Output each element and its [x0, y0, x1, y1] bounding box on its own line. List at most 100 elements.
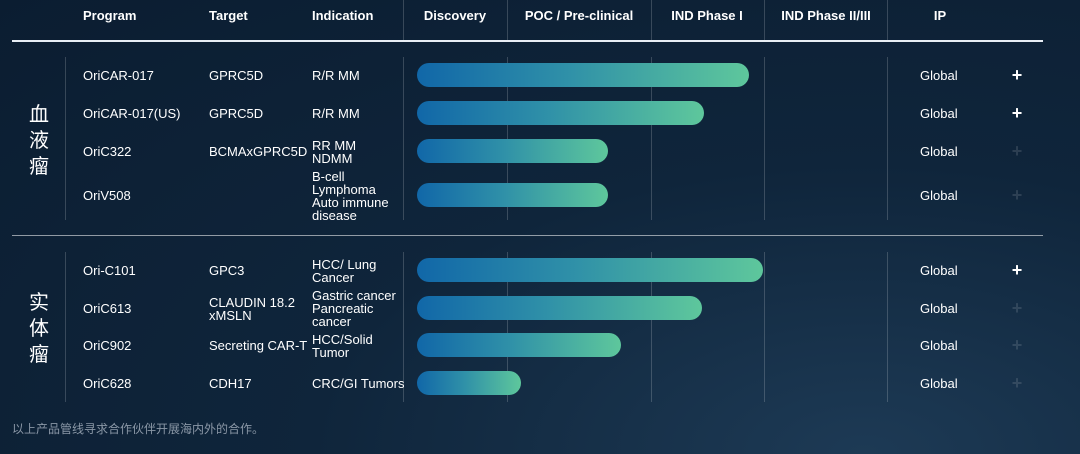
group-label-char: 液: [29, 128, 49, 152]
progress-bar: [417, 333, 621, 357]
header-divider: [651, 0, 652, 40]
indication: CRC/GI Tumors: [312, 377, 404, 390]
plus-icon[interactable]: +: [1011, 185, 1023, 205]
program-name: OriCAR-017(US): [83, 106, 181, 121]
group-label-char: 实: [29, 290, 49, 314]
ip-scope: Global: [920, 144, 958, 159]
target-name: CDH17: [209, 377, 252, 390]
progress-bar: [417, 183, 608, 207]
target-name: Secreting CAR-T: [209, 339, 307, 352]
indication: RR MM NDMM: [312, 139, 356, 165]
indication: HCC/ Lung Cancer: [312, 258, 376, 284]
plus-icon[interactable]: +: [1011, 335, 1023, 355]
column-divider: [403, 57, 404, 220]
plus-icon[interactable]: +: [1011, 65, 1023, 85]
footnote: 以上产品管线寻求合作伙伴开展海内外的合作。: [12, 422, 265, 436]
indication-line: R/R MM: [312, 106, 360, 121]
target-line: GPRC5D: [209, 106, 264, 121]
column-divider: [65, 252, 66, 402]
group-label-hematologic: 血 液 瘤: [27, 101, 51, 179]
ip-scope: Global: [920, 376, 958, 391]
target-line: BCMAxGPRC5D: [209, 144, 308, 159]
indication-line: disease: [312, 207, 357, 223]
target-line: CLAUDIN 18.2: [209, 294, 295, 310]
indication-line: Gastric cancer: [312, 288, 396, 303]
progress-bar: [417, 63, 750, 87]
indication-line: Lymphoma: [312, 181, 376, 197]
header-divider: [403, 0, 404, 40]
header-divider: [764, 0, 765, 40]
target-line: GPRC5D: [209, 68, 264, 83]
indication-line: B-cell: [312, 168, 345, 184]
plus-icon[interactable]: +: [1011, 373, 1023, 393]
header-poc: POC / Pre-clinical: [524, 8, 634, 23]
progress-bar: [417, 371, 522, 395]
program-name: OriC613: [83, 301, 132, 316]
progress-bar: [417, 139, 608, 163]
column-divider: [764, 252, 765, 402]
plus-icon[interactable]: +: [1011, 260, 1023, 280]
indication-line: NDMM: [312, 150, 353, 166]
column-divider: [764, 57, 765, 220]
indication: B-cell Lymphoma Auto immune disease: [312, 170, 389, 222]
progress-bar: [417, 296, 702, 320]
header-program: Program: [83, 8, 137, 23]
header-indication: Indication: [312, 8, 374, 23]
column-divider: [887, 57, 888, 220]
progress-bar: [417, 258, 763, 282]
target-name: CLAUDIN 18.2 xMSLN: [209, 296, 295, 322]
program-name: OriC628: [83, 376, 132, 391]
header-discovery: Discovery: [423, 8, 487, 23]
indication-line: Pancreatic: [312, 301, 374, 316]
indication-line: cancer: [312, 314, 352, 329]
program-name: OriV508: [83, 188, 131, 203]
program-name: OriC322: [83, 144, 132, 159]
target-line: GPC3: [209, 263, 245, 278]
plus-icon[interactable]: +: [1011, 103, 1023, 123]
group-label-char: 瘤: [29, 154, 49, 178]
column-divider: [507, 252, 508, 402]
column-divider: [65, 57, 66, 220]
indication-line: Auto immune: [312, 194, 389, 210]
indication-line: HCC/ Lung: [312, 256, 377, 272]
indication-line: RR MM: [312, 137, 357, 153]
indication-line: CRC/GI Tumors: [312, 376, 405, 391]
indication-line: HCC/Solid: [312, 331, 373, 347]
indication-line: R/R MM: [312, 68, 360, 83]
target-name: GPRC5D: [209, 69, 263, 82]
program-name: OriC902: [83, 338, 132, 353]
indication: HCC/Solid Tumor: [312, 333, 373, 359]
indication-line: Cancer: [312, 269, 354, 285]
indication: R/R MM: [312, 69, 360, 82]
column-divider: [651, 252, 652, 402]
ip-scope: Global: [920, 263, 958, 278]
group-label-char: 体: [29, 316, 49, 340]
target-name: GPC3: [209, 264, 244, 277]
ip-scope: Global: [920, 301, 958, 316]
header-ip: IP: [933, 8, 947, 23]
target-name: BCMAxGPRC5D: [209, 145, 307, 158]
group-label-char: 瘤: [29, 342, 49, 366]
plus-icon[interactable]: +: [1011, 141, 1023, 161]
indication-line: Tumor: [312, 344, 350, 360]
column-divider: [403, 252, 404, 402]
header-rule: [12, 40, 1043, 42]
progress-bar: [417, 101, 705, 125]
group-label-char: 血: [29, 102, 49, 126]
target-line: CDH17: [209, 376, 252, 391]
ip-scope: Global: [920, 68, 958, 83]
header-target: Target: [209, 8, 248, 23]
target-line: Secreting CAR-T: [209, 338, 308, 353]
plus-icon[interactable]: +: [1011, 298, 1023, 318]
column-divider: [651, 57, 652, 220]
group-label-solid-tumor: 实 体 瘤: [27, 289, 51, 367]
program-name: Ori-C101: [83, 263, 136, 278]
header-divider: [887, 0, 888, 40]
target-line: xMSLN: [209, 307, 252, 323]
header-ind-phase-1: IND Phase I: [671, 8, 743, 23]
ip-scope: Global: [920, 106, 958, 121]
program-name: OriCAR-017: [83, 68, 154, 83]
header-ind-phase-2-3: IND Phase II/III: [781, 8, 871, 23]
ip-scope: Global: [920, 188, 958, 203]
ip-scope: Global: [920, 338, 958, 353]
